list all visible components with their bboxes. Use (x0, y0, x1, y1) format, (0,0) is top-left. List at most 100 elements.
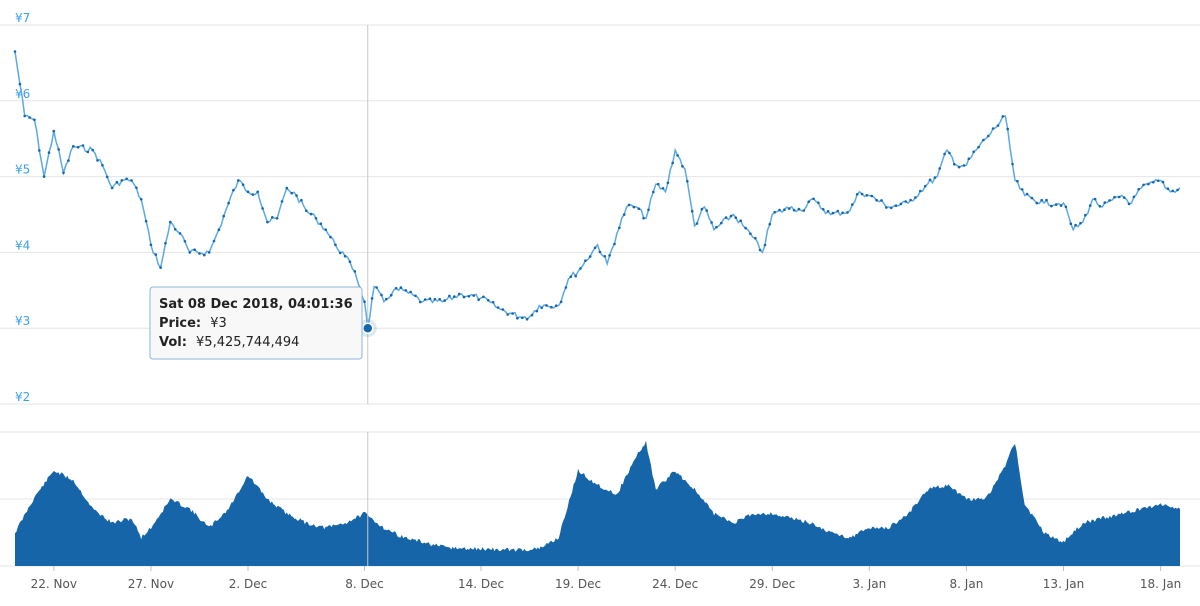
price-point (33, 118, 36, 122)
price-point (227, 201, 230, 205)
y-tick-label: ¥5 (15, 163, 30, 177)
price-point (783, 208, 786, 211)
price-point (899, 202, 903, 206)
price-point (530, 313, 534, 317)
price-point (948, 151, 951, 155)
price-point (826, 210, 830, 213)
price-point (139, 198, 143, 201)
price-point (305, 209, 308, 212)
price-point (101, 163, 104, 167)
price-point (729, 214, 733, 218)
price-point (943, 152, 946, 156)
price-point (1016, 179, 1019, 183)
price-point (295, 194, 298, 197)
price-point (363, 300, 366, 304)
price-point (178, 232, 182, 235)
price-point (334, 243, 337, 247)
price-point (1020, 188, 1024, 191)
hover-point[interactable] (362, 322, 374, 334)
price-point (232, 188, 235, 192)
price-point (846, 211, 849, 214)
price-point (428, 297, 432, 301)
price-point (319, 222, 323, 225)
price-point (627, 203, 631, 207)
price-point (637, 207, 641, 210)
price-point (710, 221, 713, 224)
crosshair (358, 25, 377, 566)
price-point (744, 226, 747, 230)
price-point (588, 255, 592, 258)
price-point (758, 248, 762, 252)
price-point (652, 190, 655, 194)
price-point (525, 318, 529, 321)
price-point (91, 148, 94, 152)
price-point (324, 228, 328, 231)
price-point (554, 304, 558, 308)
tooltip-vol-value: ¥5,425,744,494 (196, 335, 299, 350)
price-point (865, 194, 869, 197)
y-axis-tick-labels: ¥7 ¥6 ¥5 ¥4 ¥3 ¥2 (15, 11, 30, 404)
price-point (608, 254, 611, 257)
price-point (1054, 203, 1058, 206)
price-point (183, 240, 187, 243)
price-point (1050, 204, 1053, 208)
tooltip-price-label: Price: (159, 316, 201, 331)
price-point (516, 317, 519, 320)
price-point (817, 201, 820, 205)
price-point (996, 124, 1000, 127)
price-point (1161, 180, 1165, 184)
price-point (86, 150, 90, 154)
price-point (290, 191, 294, 195)
price-point (188, 251, 192, 254)
price-point (1156, 179, 1160, 183)
price-point (453, 295, 456, 298)
price-point (836, 209, 840, 213)
price-point (1122, 196, 1126, 199)
price-point (52, 129, 56, 133)
price-point (618, 226, 621, 230)
price-point (1001, 115, 1005, 118)
price-point (105, 175, 109, 179)
price-point (797, 207, 801, 211)
price-point (1166, 187, 1170, 190)
x-tick-label: 8. Dec (345, 577, 383, 591)
price-point (1088, 204, 1092, 207)
price-point (314, 217, 318, 220)
price-point (642, 216, 645, 220)
price-point (724, 216, 728, 219)
price-point (559, 300, 563, 304)
price-point (1127, 202, 1131, 206)
price-point (375, 286, 378, 289)
price-point (584, 259, 587, 263)
price-point (656, 182, 660, 186)
price-point (501, 308, 505, 311)
price-point (496, 306, 500, 309)
volume-area[interactable] (15, 440, 1180, 566)
price-point (491, 300, 495, 304)
price-line-series[interactable] (13, 50, 1181, 330)
price-point (72, 145, 75, 148)
price-point (125, 177, 128, 181)
price-point (1108, 199, 1111, 202)
price-point (957, 165, 961, 169)
tooltip: Sat 08 Dec 2018, 04:01:36 Price: ¥3 Vol:… (149, 286, 363, 360)
tooltip-price-row: Price: ¥3 (159, 312, 227, 331)
price-point (1030, 196, 1034, 200)
price-point (540, 306, 543, 310)
price-point (212, 239, 216, 243)
price-point (953, 163, 956, 166)
price-point (967, 157, 971, 161)
price-point (409, 290, 412, 294)
price-point (991, 127, 995, 130)
volume-area-series[interactable] (15, 440, 1180, 566)
price-point (787, 207, 791, 210)
price-point (734, 216, 738, 219)
x-tick-label: 3. Jan (852, 577, 886, 591)
price-point (404, 289, 408, 292)
price-point (96, 159, 99, 162)
price-point (851, 203, 854, 206)
price-point (149, 243, 153, 247)
y-tick-label: ¥2 (15, 390, 30, 404)
